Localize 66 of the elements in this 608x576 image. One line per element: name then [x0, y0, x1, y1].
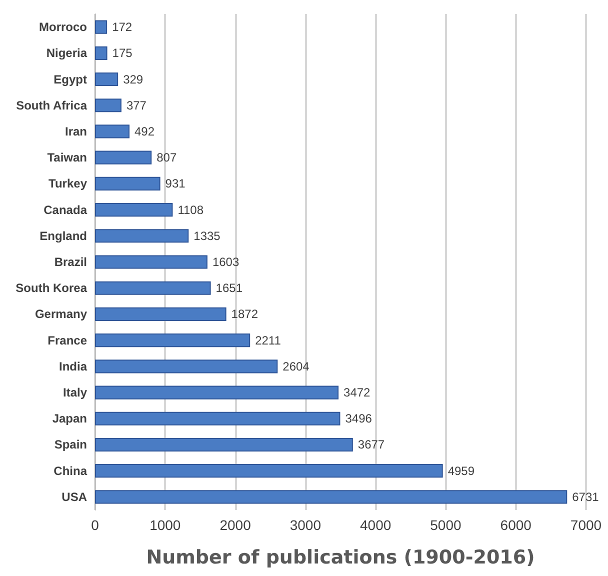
y-tick-label: England: [40, 228, 87, 243]
bar: [95, 464, 443, 478]
x-tick-label: 4000: [360, 517, 392, 533]
data-label: 3496: [345, 412, 372, 426]
data-label: 1651: [216, 281, 243, 296]
data-label: 931: [165, 176, 186, 191]
y-tick-label: Italy: [62, 386, 88, 400]
bar: [95, 229, 189, 243]
data-label: 1335: [194, 228, 221, 243]
bar: [95, 386, 339, 400]
y-tick-label: Morroco: [39, 20, 87, 34]
bar: [95, 412, 340, 426]
y-tick-label: Canada: [44, 202, 88, 217]
x-tick-label: 7000: [570, 517, 602, 533]
data-label: 1108: [178, 202, 204, 217]
bar: [95, 255, 208, 269]
y-tick-label: South Korea: [16, 281, 88, 296]
bar: [95, 176, 160, 190]
x-axis-title: Number of publications (1900-2016): [146, 546, 535, 568]
data-label: 807: [156, 150, 177, 165]
bar: [95, 281, 211, 295]
bar: [95, 360, 278, 374]
bar: [95, 203, 173, 217]
y-tick-label: Spain: [54, 438, 87, 452]
y-tick-label: Taiwan: [47, 150, 87, 165]
data-label: 2211: [255, 333, 282, 348]
y-tick-label: Turkey: [48, 176, 88, 191]
bar: [95, 20, 108, 34]
x-tick-label: 6000: [500, 517, 532, 533]
data-label: 329: [123, 72, 144, 86]
x-tick-label: 1000: [150, 517, 181, 533]
bar: [95, 150, 152, 164]
x-tick-label: 2000: [220, 517, 252, 533]
bar: [95, 334, 250, 348]
data-label: 175: [112, 46, 133, 60]
bar: [95, 307, 226, 321]
y-tick-label: Japan: [52, 412, 87, 426]
y-tick-label: Brazil: [54, 255, 87, 269]
x-tick-label: 5000: [430, 517, 462, 533]
data-label: 2604: [282, 359, 310, 374]
x-tick-label: 3000: [290, 517, 322, 533]
bar: [95, 438, 353, 452]
data-label: 1603: [212, 255, 240, 269]
data-label: 492: [134, 124, 155, 138]
y-tick-label: China: [54, 464, 88, 478]
bar: [95, 490, 568, 504]
y-tick-label: USA: [62, 490, 88, 504]
data-label: 172: [112, 20, 132, 34]
y-tick-label: Iran: [64, 124, 87, 138]
y-tick-label: India: [58, 359, 88, 374]
data-label: 6731: [572, 490, 600, 504]
y-tick-label: France: [48, 333, 88, 348]
data-label: 4959: [448, 464, 475, 478]
bar: [95, 98, 122, 112]
y-tick-label: Nigeria: [46, 46, 88, 60]
y-tick-label: Germany: [34, 307, 88, 322]
bar: [95, 72, 118, 86]
y-tick-label: South Africa: [16, 98, 88, 112]
data-label: 3677: [358, 438, 385, 452]
data-label: 377: [126, 98, 147, 112]
bar: [95, 46, 108, 60]
x-tick-label: 0: [91, 517, 100, 533]
bar: [95, 124, 130, 138]
data-label: 3472: [344, 386, 371, 400]
data-label: 1872: [231, 307, 258, 322]
y-tick-label: Egypt: [54, 72, 87, 86]
